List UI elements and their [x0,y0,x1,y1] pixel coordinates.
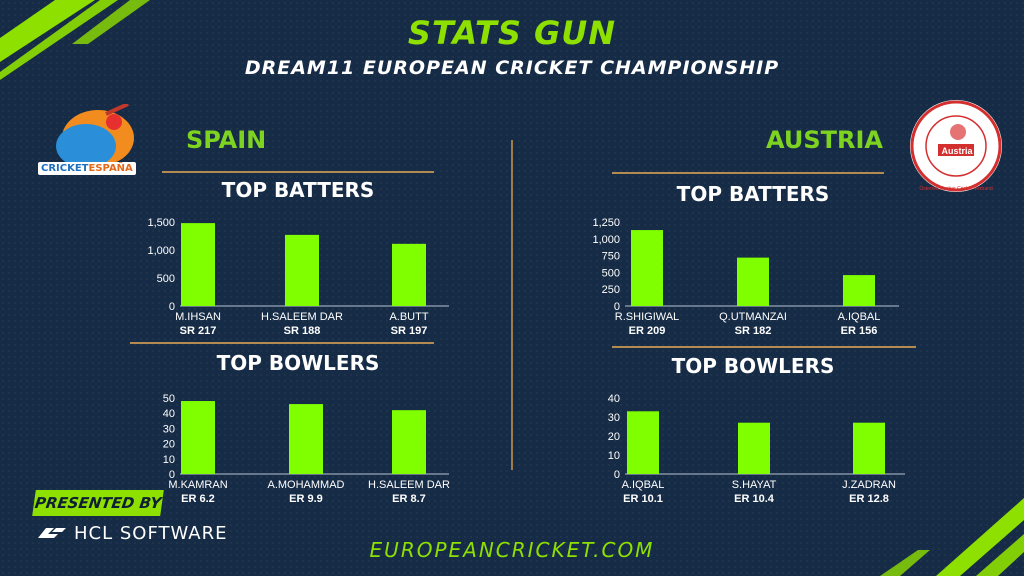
category-label: Q.UTMANZAI [719,311,787,323]
austria-logo-text: Austria [941,146,973,156]
stat-sublabel: ER 8.7 [392,493,426,505]
spain-bowlers-chart: 0 10 20 30 40 50 M.KAMRAN ER 6.2 A.MOHAMMAD ER 9.… [163,393,450,505]
category-label: A.IQBAL [838,311,881,323]
stat-sublabel: SR 217 [180,325,217,337]
y-tick-label: 40 [163,408,175,420]
bar [853,422,885,474]
y-tick-label: 500 [157,273,175,285]
bar [181,401,215,474]
cricket-espana-logo-text: CRICKETESPAÑA [38,162,136,175]
page-subtitle: DREAM11 EUROPEAN CRICKET CHAMPIONSHIP [244,57,780,79]
stat-sublabel: ER 209 [629,325,666,337]
page-title: STATS GUN [407,14,617,52]
austria-bowlers-rule [612,346,916,348]
bar [738,422,770,474]
bar [392,410,426,474]
austria-batters-rule [612,172,884,174]
y-tick-label: 0 [169,469,175,481]
y-tick-label: 1,500 [147,217,175,229]
team-name-spain: SPAIN [186,126,267,154]
y-tick-label: 10 [608,450,620,462]
y-tick-label: 20 [608,431,620,443]
category-label: H.SALEEM DAR [368,479,450,491]
stat-sublabel: SR 188 [284,325,321,337]
spain-bowlers-title: TOP BOWLERS [216,351,380,375]
y-tick-label: 30 [163,423,175,435]
category-label: M.KAMRAN [168,479,227,491]
spain-batters-title: TOP BATTERS [221,178,375,202]
stat-sublabel: ER 6.2 [181,493,215,505]
category-label: A.BUTT [389,311,428,323]
hcl-logo-icon [38,528,66,538]
spain-batters-rule [162,171,434,173]
y-tick-label: 30 [608,412,620,424]
bar [627,411,659,474]
category-label: R.SHIGIWAL [615,311,679,323]
y-tick-label: 0 [169,301,175,313]
stat-sublabel: ER 10.1 [623,493,663,505]
sponsor-name: HCL SOFTWARE [74,523,228,544]
austria-cricket-logo [910,100,1002,192]
stat-sublabel: ER 9.9 [289,493,323,505]
austria-bowlers-chart: 0 10 20 30 40 A.IQBAL ER 10.1 S.HAYAT ER 10.4 J.Z… [608,393,905,505]
presented-by-badge: PRESENTED BY [32,490,164,516]
category-label: A.MOHAMMAD [268,479,345,491]
austria-batters-title: TOP BATTERS [676,182,830,206]
category-label: H.SALEEM DAR [261,311,343,323]
category-label: S.HAYAT [732,479,777,491]
bar [181,223,215,306]
stat-sublabel: ER 156 [841,325,878,337]
bar [843,275,875,306]
y-tick-label: 1,000 [592,234,620,246]
bar [289,404,323,474]
y-tick-label: 40 [608,393,620,405]
bar [737,257,769,306]
stat-sublabel: SR 197 [391,325,428,337]
y-tick-label: 20 [163,439,175,451]
stat-sublabel: ER 12.8 [849,493,889,505]
y-tick-label: 750 [602,251,620,263]
austria-logo-ring-text: Österreichischer Cricket Verband [919,186,993,192]
spain-bowlers-rule [130,342,434,344]
y-tick-label: 1,250 [592,217,620,229]
category-label: J.ZADRAN [842,479,896,491]
corner-stripes-bottom-right [880,498,1024,576]
y-tick-label: 0 [614,469,620,481]
stat-sublabel: ER 10.4 [734,493,775,505]
bar [392,243,426,306]
y-tick-label: 1,000 [147,245,175,257]
bar [285,234,319,306]
corner-stripes-top-left [0,0,150,80]
center-divider [511,140,513,470]
stat-sublabel: SR 182 [735,325,772,337]
category-label: A.IQBAL [622,479,665,491]
logo-text-cricket: CRICKET [41,163,89,174]
y-tick-label: 500 [602,267,620,279]
y-tick-label: 50 [163,393,175,405]
y-tick-label: 250 [602,284,620,296]
austria-bowlers-title: TOP BOWLERS [671,354,835,378]
category-label: M.IHSAN [175,311,221,323]
austria-batters-chart: 0 250 500 750 1,000 1,250 R.SHIGIWAL ER 209 Q.UT… [592,217,899,337]
bar [631,230,663,306]
y-tick-label: 0 [614,301,620,313]
spain-batters-chart: 0 500 1,000 1,500 M.IHSAN SR 217 H.SALEEM DAR S… [147,217,449,337]
y-tick-label: 10 [163,454,175,466]
logo-text-espana: ESPAÑA [88,163,133,174]
team-name-austria: AUSTRIA [766,126,883,154]
website-link[interactable]: EUROPEANCRICKET.COM [369,538,655,562]
cricket-espana-logo [56,104,134,168]
